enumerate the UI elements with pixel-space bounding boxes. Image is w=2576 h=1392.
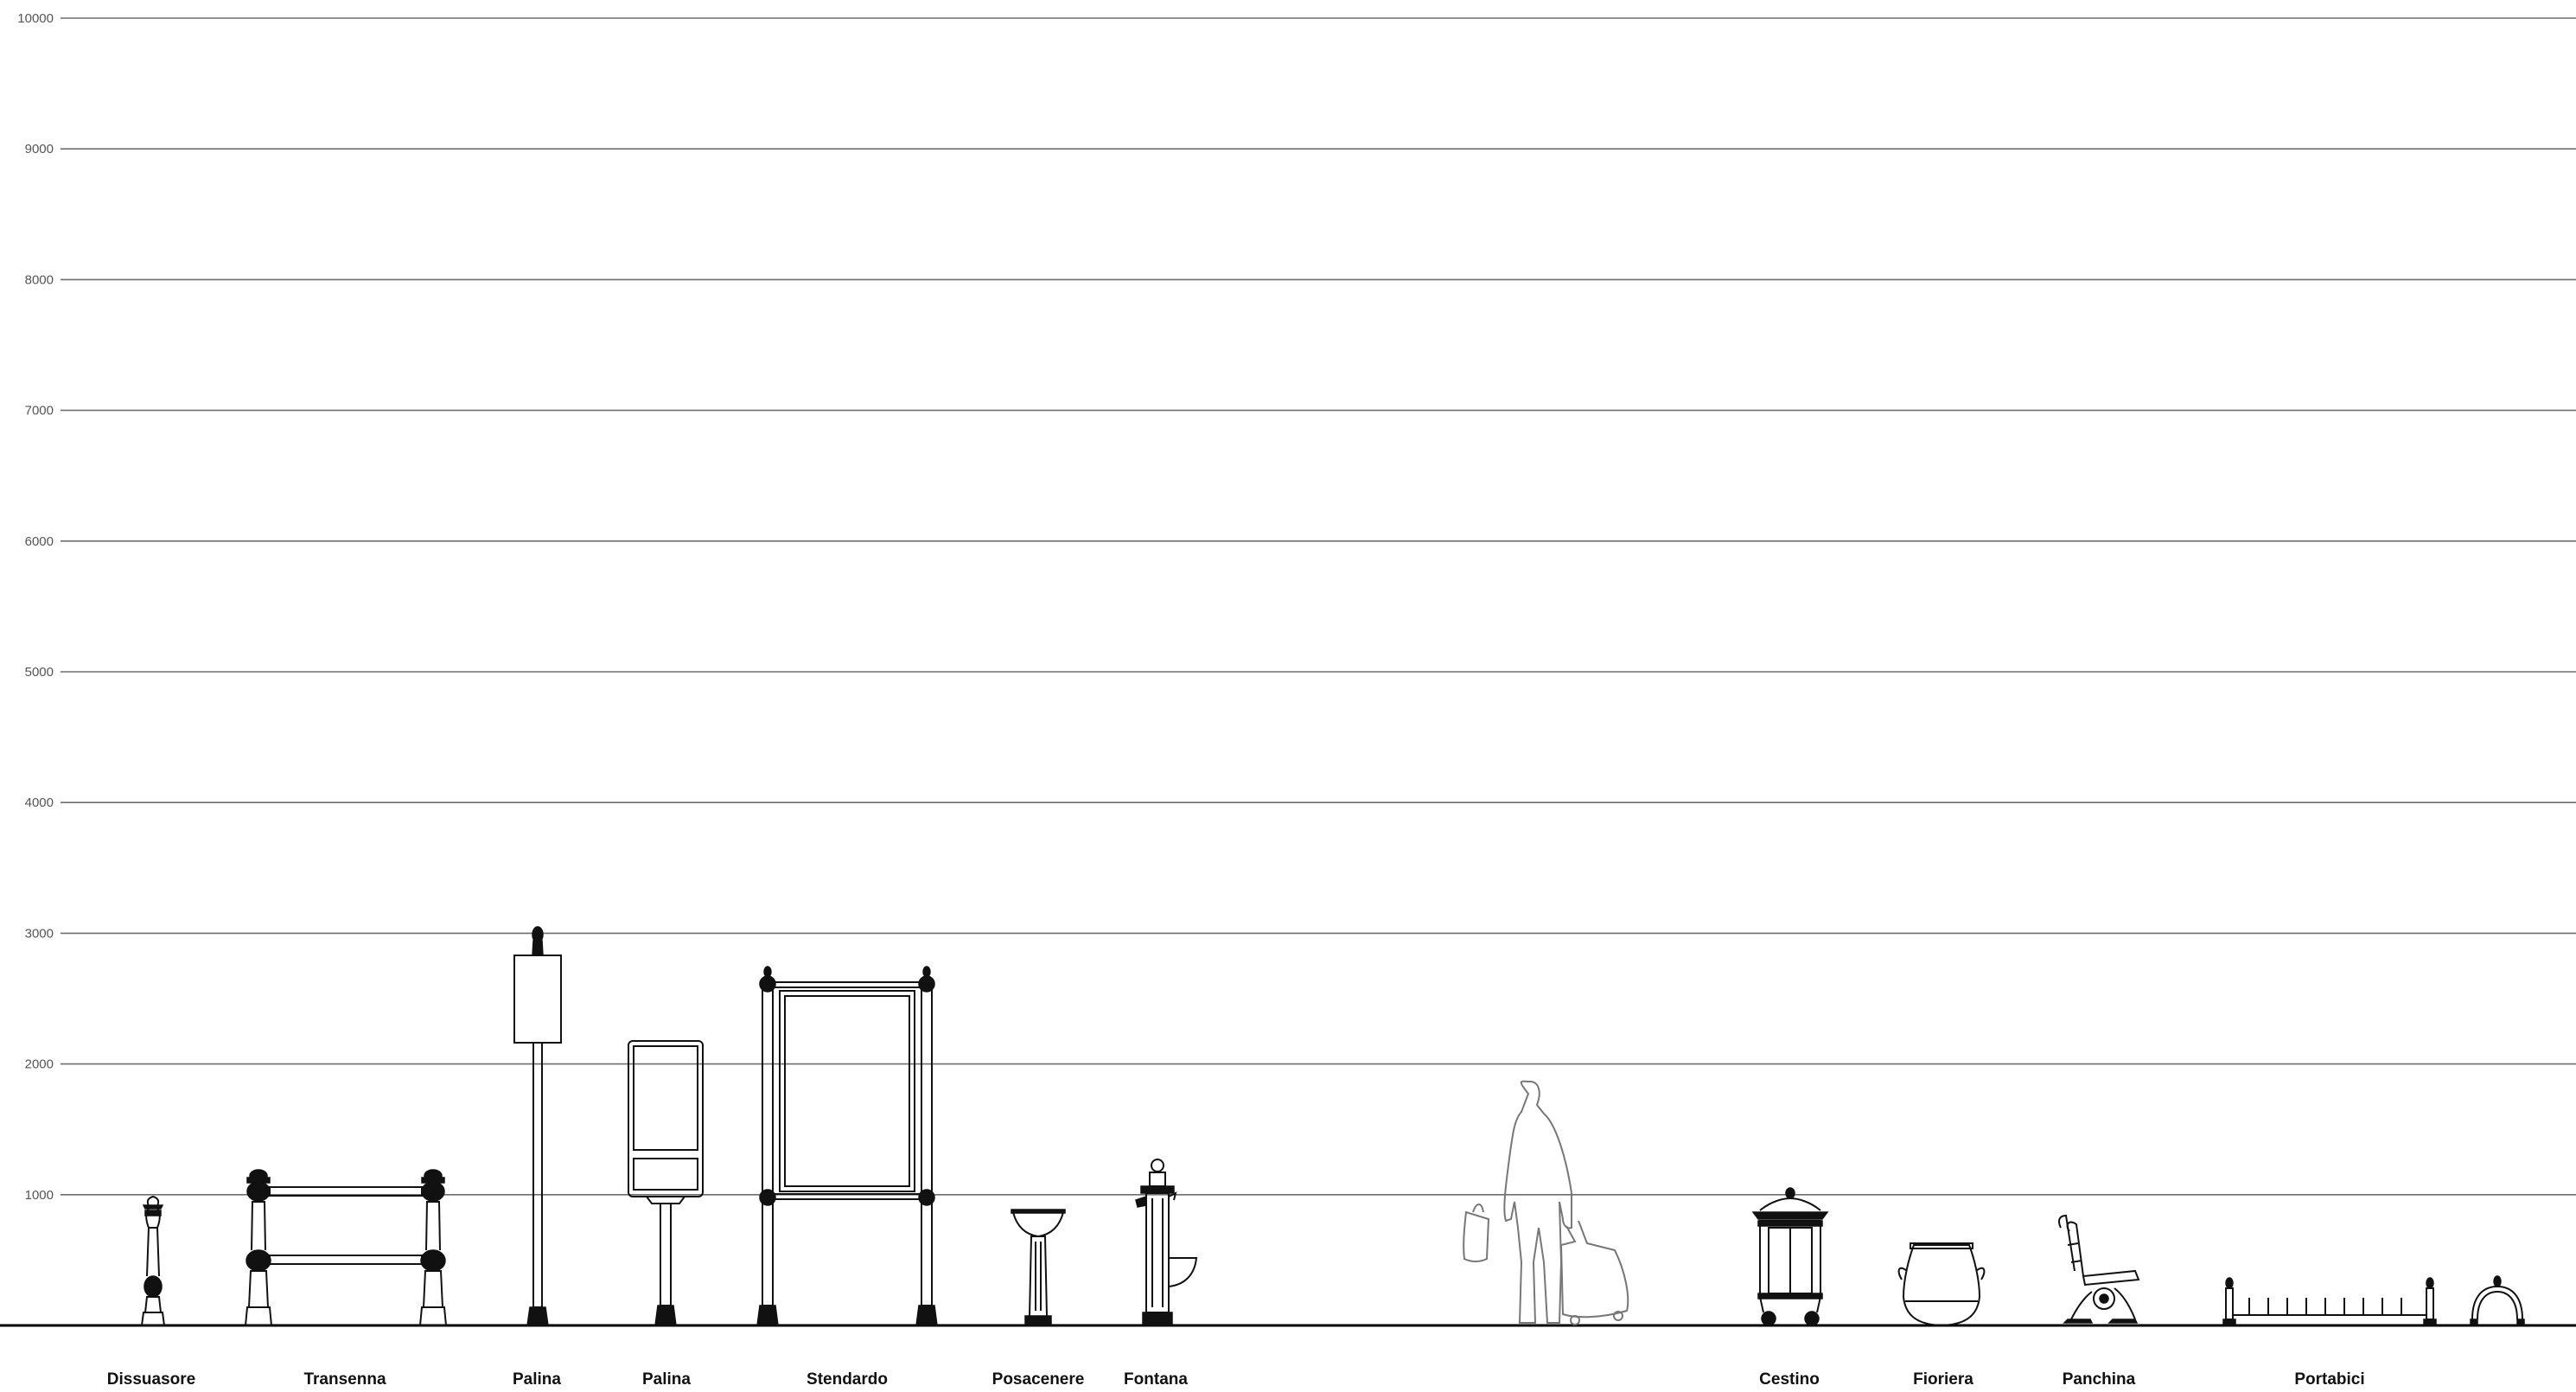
tick-label: 4000 [25, 795, 54, 810]
palina-panel-drawing [628, 1040, 704, 1326]
tick-label: 2000 [25, 1057, 54, 1072]
cestino-drawing [1751, 1187, 1829, 1326]
tick-label: 8000 [25, 272, 54, 287]
item-label: Portabici [2294, 1370, 2364, 1389]
item-label: Palina [513, 1370, 561, 1389]
grid-layer: 10000 9000 8000 7000 6000 5000 4000 3000 2000 100… [17, 11, 2576, 1203]
portabici-bars [2248, 1298, 2402, 1315]
tick-label: 5000 [25, 665, 54, 680]
arch-bollard-drawing [2470, 1275, 2525, 1326]
tick-label: 3000 [25, 926, 54, 941]
palina-sign-drawing [513, 926, 562, 1326]
tick-label: 6000 [25, 534, 54, 549]
tick-label: 1000 [25, 1188, 54, 1203]
dissuasore-drawing [140, 1195, 166, 1326]
item-label: Dissuasore [107, 1370, 195, 1389]
tick-label: 7000 [25, 404, 54, 418]
transenna-right-post [418, 1169, 448, 1326]
fontana-drawing [1135, 1159, 1198, 1326]
item-labels: Dissuasore Transenna Palina Palina Stend… [107, 1370, 2365, 1389]
item-label: Posacenere [992, 1370, 1085, 1389]
item-label: Palina [642, 1370, 691, 1389]
tick-label: 9000 [25, 142, 54, 156]
stendardo-drawing [756, 966, 938, 1326]
item-label: Fontana [1124, 1370, 1188, 1389]
transenna-drawing [244, 1169, 448, 1326]
tick-label: 10000 [17, 11, 54, 26]
portabici-drawing [2222, 1277, 2437, 1326]
item-label: Panchina [2063, 1370, 2136, 1389]
item-label: Fioriera [1913, 1370, 1973, 1389]
item-label: Stendardo [807, 1370, 888, 1389]
item-label: Cestino [1759, 1370, 1820, 1389]
panchina-drawing [2058, 1214, 2140, 1324]
person-scale-figure [1463, 1080, 1629, 1325]
posacenere-drawing [1011, 1209, 1066, 1326]
fioriera-drawing [1897, 1242, 1986, 1327]
item-label: Transenna [303, 1370, 386, 1389]
transenna-left-post [244, 1169, 273, 1326]
